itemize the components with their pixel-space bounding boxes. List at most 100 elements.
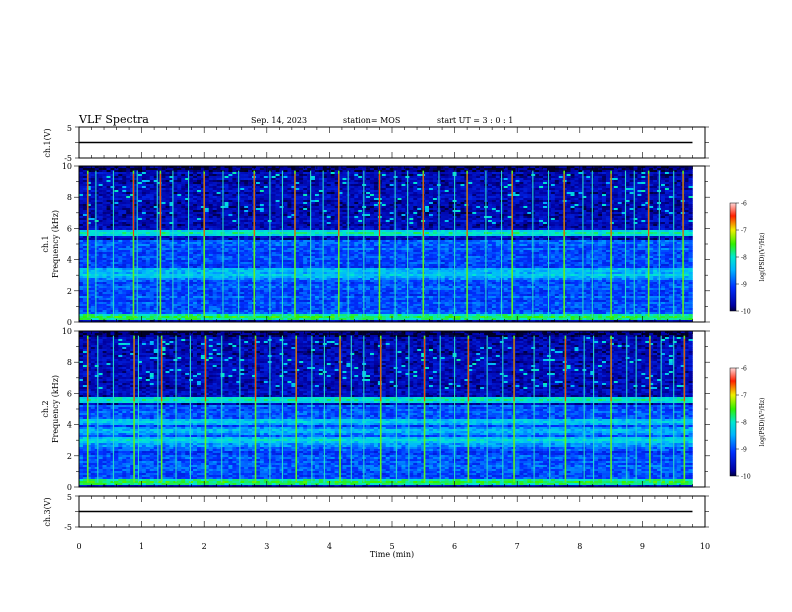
spectrogram-cell [393,170,398,173]
spectrogram-cell [326,170,331,173]
spectrogram-cell [169,172,174,175]
spectrogram-cell [543,194,548,197]
spectrogram-cell [200,198,206,201]
spectrogram-cell [200,196,206,199]
spectrogram-cell [664,196,670,199]
spectrogram-cell [385,216,390,219]
spectrogram-cell [550,174,556,177]
spectrogram-cell [161,208,166,211]
spectrogram-cell [334,202,339,205]
spectrogram-cell [240,186,245,189]
spectrogram-cell [688,194,693,197]
spectrogram-cell [661,226,666,229]
spectrogram-cell [299,220,304,223]
spectrogram-cell [181,184,186,187]
spectrogram-cell [342,180,347,183]
spectrogram-cell [185,180,190,183]
spectrogram-cell [110,184,115,187]
spectrogram-cell [661,206,666,209]
spectrogram-cell [232,204,237,207]
spectrogram-cell [79,228,84,231]
spectrogram-cell [177,186,182,189]
spectrogram-cell [232,218,237,221]
spectrogram-cell [570,192,575,195]
spectrogram-cell [271,168,276,171]
spectrogram-cell [275,188,280,191]
spectrogram-cell [672,200,678,203]
spectrogram-cell [527,174,532,177]
spectrogram-cell [303,186,308,189]
spectrogram-cell [330,184,335,187]
spectrogram-cell [633,222,638,225]
spectrogram-cell [354,172,359,175]
spectrogram-cell [487,176,493,179]
spectrogram-cell [586,184,591,187]
spectrogram-cell [381,220,387,223]
spectrogram-cell [165,168,170,171]
spectrogram-cell [558,166,563,169]
spectrogram-cell [181,214,186,217]
spectrogram-cell [212,190,217,193]
spectrogram-cell [413,204,418,207]
spectrogram-cell [487,192,493,195]
spectrogram-cell [303,208,308,211]
spectrogram-cell [137,174,143,177]
spectrogram-cell [503,222,508,225]
spectrogram-cell [196,168,202,171]
spectrogram-cell [86,180,92,183]
spectrogram-cell [594,186,599,189]
spectrogram-cell [688,188,693,191]
spectrogram-cell [307,210,312,213]
spectrogram-cell [440,190,446,193]
spectrogram-cell [389,196,394,199]
spectrogram-cell [145,176,151,179]
spectrogram-cell [314,174,320,177]
spectrogram-cell [676,210,681,213]
spectrogram-cell [204,188,210,191]
spectrogram-cell [334,170,339,173]
spectrogram-cell [130,186,135,189]
spectrogram-cell [625,176,630,179]
spectrogram-cell [629,198,634,201]
spectrogram-cell [664,172,670,175]
spectrogram-cell [185,176,190,179]
spectrogram-cell [617,172,622,175]
spectrogram-cell [429,220,434,223]
spectrogram-cell [649,204,654,207]
spectrogram-cell [94,190,99,193]
spectrogram-cell [114,210,119,213]
spectrogram-cell [338,202,343,205]
spectrogram-cell [429,206,434,209]
spectrogram-cell [425,182,430,185]
spectrogram-cell [617,198,622,201]
spectrogram-cell [432,226,438,229]
spectrogram-cell [370,208,375,211]
spectrogram-cell [153,194,158,197]
spectrogram-cell [668,202,674,205]
spectrogram-cell [672,190,678,193]
spectrogram-cell [212,198,217,201]
spectrogram-cell [566,168,571,171]
spectrogram-cell [617,208,622,211]
spectrogram-cell [633,216,638,219]
spectrogram-cell [79,182,84,185]
spectrogram-cell [259,216,265,219]
spectrogram-cell [338,212,343,215]
spectrogram-cell [86,200,92,203]
spectrogram-cell [287,212,292,215]
spectrogram-cell [185,186,190,189]
spectrogram-cell [153,190,158,193]
spectrogram-cell [523,198,528,201]
spectrogram-cell [637,224,642,227]
spectrogram-cell [169,216,174,219]
spectrogram-cell [98,186,103,189]
spectrogram-cell [314,204,320,207]
spectrogram-cell [668,180,674,183]
spectrogram-cell [558,188,563,191]
spectrogram-cell [126,222,131,225]
spectrogram-cell [480,192,485,195]
spectrogram-cell [193,198,198,201]
spectrogram-cell [554,216,560,219]
spectrogram-cell [645,174,650,177]
spectrogram-cell [641,180,646,183]
